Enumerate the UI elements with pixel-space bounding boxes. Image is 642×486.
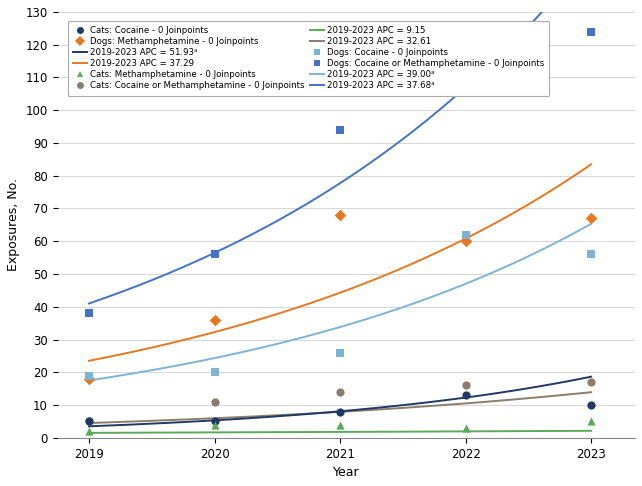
Point — [460, 382, 471, 389]
Y-axis label: Exposures, No.: Exposures, No. — [7, 178, 20, 271]
Point — [586, 214, 596, 222]
Point — [460, 237, 471, 245]
Point — [84, 417, 94, 425]
Point — [586, 28, 596, 35]
Point — [460, 391, 471, 399]
Point — [335, 211, 345, 219]
Point — [586, 378, 596, 386]
Point — [209, 368, 220, 376]
Point — [84, 427, 94, 435]
Point — [209, 421, 220, 429]
Point — [84, 375, 94, 382]
Point — [335, 421, 345, 429]
Point — [335, 408, 345, 416]
Point — [209, 398, 220, 406]
Point — [335, 388, 345, 396]
Point — [209, 417, 220, 425]
Point — [84, 310, 94, 317]
Point — [586, 401, 596, 409]
Point — [209, 250, 220, 258]
Point — [335, 126, 345, 134]
Point — [84, 417, 94, 425]
Point — [460, 231, 471, 239]
Point — [84, 372, 94, 380]
Point — [335, 349, 345, 357]
Point — [586, 250, 596, 258]
Point — [460, 424, 471, 432]
Point — [209, 316, 220, 324]
X-axis label: Year: Year — [333, 466, 360, 479]
Point — [586, 417, 596, 425]
Point — [460, 34, 471, 42]
Legend: Cats: Cocaine - 0 Joinpoints, Dogs: Methamphetamine - 0 Joinpoints, 2019-2023 AP: Cats: Cocaine - 0 Joinpoints, Dogs: Meth… — [67, 20, 550, 96]
